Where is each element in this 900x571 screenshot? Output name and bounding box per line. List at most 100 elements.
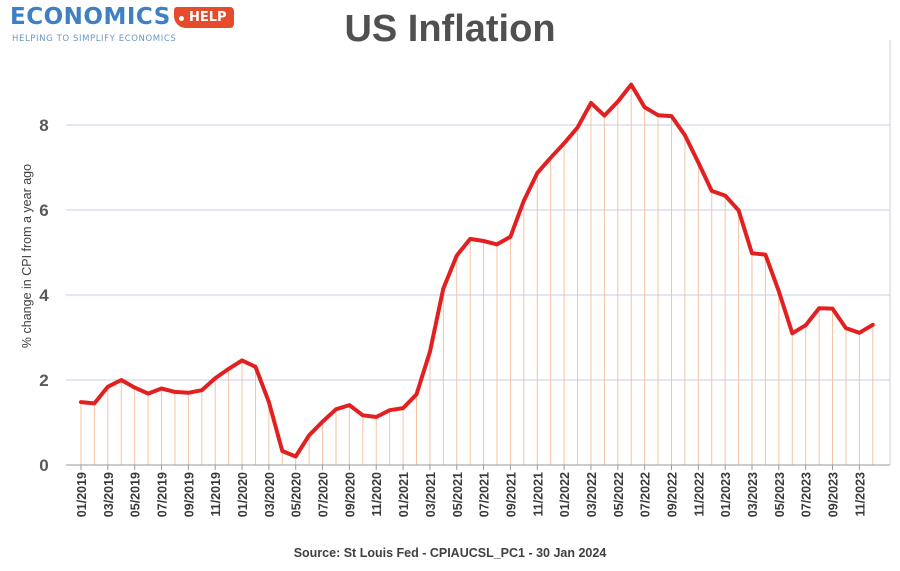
chart-title: US Inflation	[344, 8, 556, 50]
data-point	[669, 114, 674, 118]
x-tick-label: 09/2021	[504, 472, 518, 517]
data-point	[468, 237, 472, 241]
data-point	[844, 326, 848, 330]
data-point	[549, 156, 553, 160]
data-point	[294, 454, 298, 459]
data-point	[777, 289, 781, 293]
data-point	[710, 189, 714, 193]
data-point	[750, 251, 754, 255]
data-point	[173, 390, 177, 394]
x-tick-label: 11/2022	[692, 472, 706, 517]
data-point	[535, 171, 539, 175]
data-point	[817, 306, 821, 310]
x-tick-label: 11/2021	[531, 472, 545, 517]
x-tick-label: 07/2023	[800, 472, 814, 517]
x-tick-label: 03/2021	[424, 472, 438, 517]
x-tick-label: 01/2020	[236, 472, 250, 517]
x-tick-label: 05/2020	[290, 472, 304, 517]
data-point	[119, 378, 123, 382]
data-point	[267, 400, 271, 404]
economics-help-logo: ECONOMICS HELP HELPING TO SIMPLIFY ECONO…	[10, 4, 235, 48]
data-point	[508, 235, 513, 239]
data-point	[79, 400, 83, 404]
x-tick-label: 03/2020	[263, 472, 277, 517]
x-tick-label: 03/2023	[746, 472, 760, 517]
chart-source: Source: St Louis Fed - CPIAUCSL_PC1 - 30…	[293, 546, 607, 560]
data-point	[562, 141, 566, 145]
data-point	[280, 449, 284, 453]
data-point	[307, 433, 311, 437]
x-tick-label: 07/2019	[156, 472, 170, 517]
x-tick-label: 09/2022	[665, 472, 679, 517]
data-point	[763, 253, 768, 257]
data-point	[495, 242, 499, 247]
x-tick-label: 09/2019	[182, 472, 196, 517]
x-tick-label: 03/2019	[102, 472, 116, 517]
x-tick-label: 05/2019	[129, 472, 143, 517]
x-tick-label: 11/2019	[209, 472, 223, 517]
x-tick-label: 01/2022	[558, 472, 572, 517]
x-tick-label: 07/2020	[317, 472, 331, 517]
data-point	[388, 408, 392, 412]
logo-tagline: HELPING TO SIMPLIFY ECONOMICS	[12, 34, 177, 44]
data-point	[414, 392, 419, 397]
data-point	[347, 403, 351, 407]
x-tick-label: 07/2021	[478, 472, 492, 517]
data-point	[361, 413, 365, 417]
y-tick-label: 0	[39, 456, 48, 475]
x-tick-label: 01/2023	[719, 472, 733, 517]
data-point	[455, 253, 459, 258]
data-point	[106, 385, 110, 389]
data-point	[723, 193, 727, 198]
data-point	[575, 125, 580, 130]
data-point	[401, 406, 405, 410]
data-point	[790, 331, 794, 335]
x-tick-label: 09/2020	[343, 472, 357, 517]
x-tick-label: 11/2023	[853, 472, 867, 517]
data-point	[186, 391, 190, 395]
y-tick-label: 2	[39, 371, 48, 390]
data-point	[482, 239, 486, 243]
data-point	[871, 323, 875, 327]
logo-tag: HELP	[174, 7, 234, 28]
data-point	[200, 388, 204, 392]
x-tick-label: 07/2022	[639, 472, 653, 517]
data-point	[736, 208, 741, 213]
data-point	[253, 365, 258, 369]
data-point	[213, 376, 217, 380]
data-point	[428, 350, 432, 354]
data-point	[227, 367, 231, 371]
x-tick-label: 05/2022	[612, 472, 626, 517]
logo-brand: ECONOMICS	[10, 4, 171, 30]
x-tick-label: 05/2021	[451, 472, 465, 517]
x-tick-label: 09/2023	[827, 472, 841, 517]
data-point	[696, 160, 700, 164]
y-tick-label: 8	[39, 116, 48, 135]
data-point	[92, 401, 97, 405]
data-point	[146, 392, 150, 396]
data-point	[374, 415, 378, 419]
y-tick-label: 4	[39, 286, 49, 305]
data-point	[830, 307, 835, 311]
data-point	[602, 114, 606, 118]
data-point	[240, 358, 244, 363]
data-point	[589, 101, 593, 105]
data-point	[643, 105, 647, 109]
data-point	[804, 323, 808, 327]
data-point	[334, 407, 338, 411]
data-point	[629, 83, 633, 87]
x-tick-label: 11/2020	[370, 472, 384, 517]
data-point	[320, 420, 325, 424]
x-tick-label: 03/2022	[585, 472, 599, 517]
data-point	[656, 113, 660, 117]
x-tick-label: 01/2019	[75, 472, 89, 517]
data-point	[133, 386, 137, 390]
data-point	[441, 287, 445, 291]
x-tick-label: 01/2021	[397, 472, 411, 517]
y-tick-label: 6	[39, 201, 48, 220]
data-point	[616, 100, 620, 104]
x-tick-label: 05/2023	[773, 472, 787, 517]
inflation-line	[79, 82, 875, 459]
data-point	[159, 386, 164, 391]
